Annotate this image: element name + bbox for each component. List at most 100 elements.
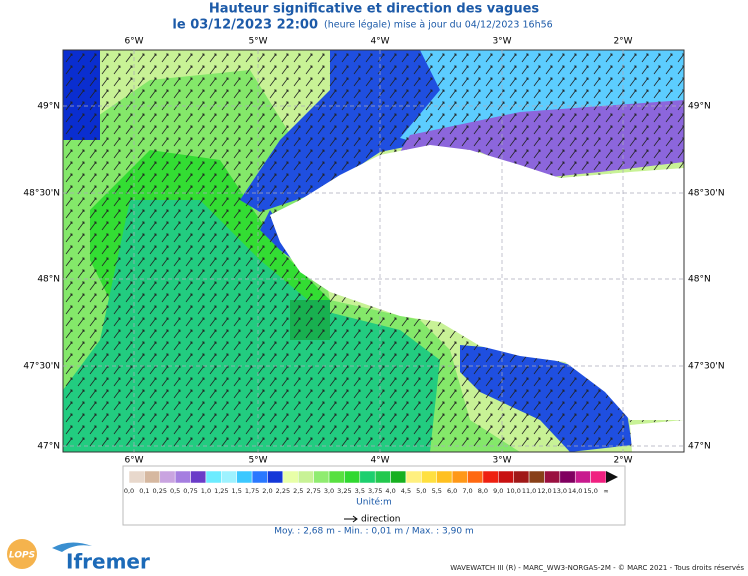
wave-arrow [329,137,337,147]
wave-arrow [149,173,157,183]
wave-arrow [113,149,121,159]
wave-arrow [413,425,421,435]
wave-arrow [281,401,289,411]
wave-arrow-head [226,53,229,56]
wave-arrow-head [118,437,121,440]
wave-arrow-head [238,329,241,332]
wave-arrow-head [70,161,73,164]
wave-arrow [281,365,289,375]
wave-arrow-head [262,281,265,284]
wave-arrow [329,89,337,99]
wave-arrow-head [538,377,541,380]
wave-arrow [197,425,205,435]
wave-arrow-head [166,137,169,140]
wave-arrow-head [82,89,85,92]
wave-arrow-head [490,389,493,392]
wave-arrow [329,389,337,399]
wave-arrow [209,173,217,183]
wave-arrow-head [598,77,601,80]
wave-arrow-head [130,317,133,320]
wave-arrow-head [286,341,289,344]
wave-arrow [473,113,481,123]
wave-arrow [149,233,157,243]
wave-arrow [281,389,289,399]
wave-arrow [149,125,157,135]
wave-arrow [257,401,265,411]
wave-arrow [593,125,601,135]
wave-arrow [245,389,253,399]
wave-arrow [341,77,349,87]
wave-arrow-head [478,149,481,152]
wave-arrow [341,65,349,75]
wave-arrow-head [166,149,169,152]
wave-arrow-head [322,161,325,164]
wave-arrow-head [70,389,73,392]
lat-label: 47°N [688,442,711,452]
wave-arrow [377,377,385,387]
wave-arrow-head [82,377,85,380]
wave-arrow-head [238,425,241,428]
wave-arrow [269,77,277,87]
wave-arrow-head [226,281,229,284]
wave-arrow [377,317,385,327]
wave-arrow [209,77,217,87]
wave-arrow-head [418,113,421,116]
wave-arrow [545,161,553,171]
wave-arrow [317,125,325,135]
wave-arrow-head [394,77,397,80]
wave-arrow-head [562,113,565,116]
wave-arrow-head [394,89,397,92]
wave-arrow-head [574,161,577,164]
wave-arrow [65,125,73,135]
wave-arrow-head [274,245,277,248]
wave-arrow-head [478,437,481,440]
wave-arrow [101,257,109,267]
wave-arrow [569,161,577,171]
wave-arrow [161,161,169,171]
map: 6°W6°W5°W5°W4°W4°W3°W3°W2°W2°W49°N 49°N48… [23,37,724,466]
wave-arrow-head [106,197,109,200]
wave-arrow-head [94,161,97,164]
wave-arrow-head [370,341,373,344]
lat-label: 48°N [688,275,711,285]
wave-arrow-head [286,425,289,428]
wave-arrow-head [574,437,577,440]
wave-arrow-head [466,365,469,368]
wave-arrow-head [670,89,673,92]
wave-arrow [305,161,313,171]
wave-arrow [113,161,121,171]
wave-arrow [245,329,253,339]
wave-arrow [449,113,457,123]
wave-arrow [65,149,73,159]
wave-arrow [197,113,205,123]
wave-arrow [245,365,253,375]
wave-arrow-head [670,65,673,68]
wave-arrow-head [106,329,109,332]
wave-arrow [341,437,349,447]
wave-arrow [113,413,121,423]
wave-arrow [125,137,133,147]
wave-arrow [65,209,73,219]
wave-arrow [149,353,157,363]
wave-arrow [461,437,469,447]
sea-purple [400,100,684,178]
wave-arrow-head [610,53,613,56]
wave-arrow [149,329,157,339]
wave-arrow-head [94,173,97,176]
wave-arrow-head [286,137,289,140]
wave-arrow-head [598,425,601,428]
wave-arrow-head [250,197,253,200]
wave-arrow-head [370,89,373,92]
wave-arrow-head [634,65,637,68]
wave-arrow-head [286,269,289,272]
wave-arrow-head [418,377,421,380]
wave-arrow-head [190,77,193,80]
wave-arrow-head [262,185,265,188]
wave-arrow [293,353,301,363]
wave-arrow [461,413,469,423]
wave-arrow [269,329,277,339]
wave-arrow [425,329,433,339]
wave-arrow-head [406,389,409,392]
wave-arrow-head [394,413,397,416]
wave-arrow-head [514,65,517,68]
